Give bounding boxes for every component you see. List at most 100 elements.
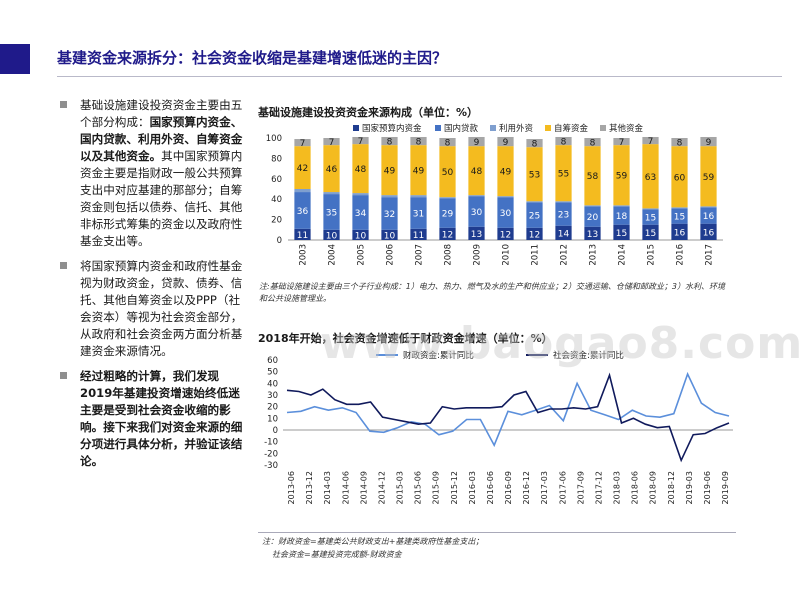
bar-segment <box>555 201 572 203</box>
data-label: 18 <box>616 212 628 222</box>
data-label: 10 <box>326 231 338 241</box>
data-label: 42 <box>297 164 308 174</box>
bar-segment <box>526 139 543 148</box>
data-label: 9 <box>706 138 712 148</box>
legend-label: 自筹资金 <box>554 123 589 134</box>
chart2-note-line1: 注：财政资金=基建类公共财政支出+基建类政府性基金支出； <box>262 537 484 546</box>
bar-segment <box>584 205 601 207</box>
bar-segment <box>439 227 456 240</box>
data-label: 58 <box>587 172 599 182</box>
data-label: 8 <box>561 138 567 148</box>
bar-segment <box>613 205 630 207</box>
bar-segment <box>294 228 311 240</box>
x-tick-label: 2017-06 <box>558 471 567 504</box>
legend-swatch <box>353 125 359 131</box>
data-label: 15 <box>645 229 656 239</box>
bar-segment <box>671 207 688 209</box>
bar-segment <box>700 136 717 147</box>
legend-swatch <box>545 125 551 131</box>
bar-segment <box>323 229 340 240</box>
data-label: 11 <box>413 231 424 241</box>
bar-segment <box>555 145 572 202</box>
y-tick-label: 100 <box>266 134 282 144</box>
bar-segment <box>323 145 340 193</box>
bullet-list: 基础设施建设投资资金主要由五个部分构成：国家预算内资金、国内贷款、利用外资、自筹… <box>58 97 248 478</box>
bullet-text: 其中国家预算内资金主要是指财政一般公共预算支出中对应基建的那部分；自筹资金则包括… <box>80 149 243 248</box>
bar-segment <box>584 206 601 227</box>
y-tick-label: 10 <box>267 414 278 424</box>
bar-segment <box>323 138 340 146</box>
data-label: 34 <box>355 209 367 219</box>
bar-segment <box>584 146 601 206</box>
data-label: 16 <box>674 228 686 238</box>
data-label: 7 <box>358 137 364 147</box>
bar-segment <box>468 146 485 196</box>
bar-segment <box>555 136 572 146</box>
bar-segment <box>468 136 485 147</box>
data-label: 12 <box>442 230 453 240</box>
data-label: 8 <box>532 140 538 150</box>
bar-segment <box>526 147 543 202</box>
data-label: 49 <box>413 167 425 177</box>
y-tick-label: 50 <box>267 368 278 378</box>
legend-swatch <box>435 125 441 131</box>
x-tick-label: 2015-12 <box>450 471 459 504</box>
data-label: 13 <box>587 230 598 240</box>
data-label: 11 <box>297 231 308 241</box>
bar-segment <box>613 145 630 206</box>
bar-segment <box>613 138 630 146</box>
data-label: 15 <box>616 229 627 239</box>
bullet-text: 经过粗略的计算，我们发现2019年基建投资增速始终低迷主要是受到社会资金收缩的影… <box>80 369 243 468</box>
bar-segment <box>410 136 427 146</box>
bar-segment <box>381 229 398 240</box>
x-tick-label: 2014-03 <box>323 471 332 504</box>
data-label: 10 <box>384 231 396 241</box>
bar-segment <box>700 146 717 207</box>
bar-segment <box>526 201 543 203</box>
bar-segment <box>700 206 717 208</box>
x-tick-label: 2014-12 <box>377 471 386 504</box>
x-tick-label: 2016 <box>676 244 686 266</box>
x-tick-label: 2015-09 <box>432 471 441 504</box>
bar-segment <box>613 206 630 225</box>
bullet-marker <box>60 372 67 379</box>
bar-segment <box>381 197 398 230</box>
funding-composition-chart: 国家预算内资金 国内贷款 利用外资 自筹资金 其他资金 0 20 40 60 80 100 11 36 4… <box>266 123 723 266</box>
data-label: 8 <box>387 138 393 148</box>
data-label: 7 <box>329 138 335 148</box>
bar-segment <box>497 196 514 198</box>
data-label: 63 <box>645 173 656 183</box>
data-label: 29 <box>442 209 454 219</box>
data-label: 49 <box>384 167 396 177</box>
data-label: 13 <box>471 230 482 240</box>
data-label: 9 <box>503 138 509 148</box>
x-tick-label: 2014-06 <box>341 471 350 504</box>
data-label: 8 <box>416 138 422 148</box>
x-tick-label: 2014 <box>618 244 628 266</box>
y-tick-label: 20 <box>267 403 278 413</box>
data-label: 59 <box>703 173 715 183</box>
x-tick-label: 2006 <box>386 244 396 266</box>
legend-swatch <box>600 125 606 131</box>
data-label: 10 <box>355 231 367 241</box>
bullet-text: 将国家预算内资金和政府性基金视为财政资金，贷款、债券、信托、其他自筹资金以及PP… <box>80 259 243 358</box>
chart1-title: 基础设施建设投资资金来源构成（单位：%） <box>258 106 479 119</box>
legend-label: 国内贷款 <box>444 123 479 134</box>
y-tick-label: 80 <box>271 154 282 164</box>
bullet-item: 基础设施建设投资资金主要由五个部分构成：国家预算内资金、国内贷款、利用外资、自筹… <box>58 97 248 250</box>
x-tick-label: 2017-09 <box>576 471 585 504</box>
x-tick-label: 2016-12 <box>522 471 531 504</box>
legend-label: 财政资金:累计同比 <box>403 350 474 361</box>
bar-segment <box>642 224 659 240</box>
bar-segment <box>584 138 601 147</box>
x-tick-label: 2003 <box>299 244 309 266</box>
bar-segment <box>439 138 456 147</box>
bullet-item: 经过粗略的计算，我们发现2019年基建投资增速始终低迷主要是受到社会资金收缩的影… <box>58 368 248 470</box>
data-label: 16 <box>703 212 715 222</box>
data-label: 15 <box>674 213 685 223</box>
bar-segment <box>497 197 514 228</box>
bar-segment <box>468 226 485 240</box>
bar-segment <box>352 136 369 145</box>
bar-segment <box>468 195 485 197</box>
bullet-text: 基础设施建设投资资金主要由五个部分构成： <box>80 98 243 129</box>
